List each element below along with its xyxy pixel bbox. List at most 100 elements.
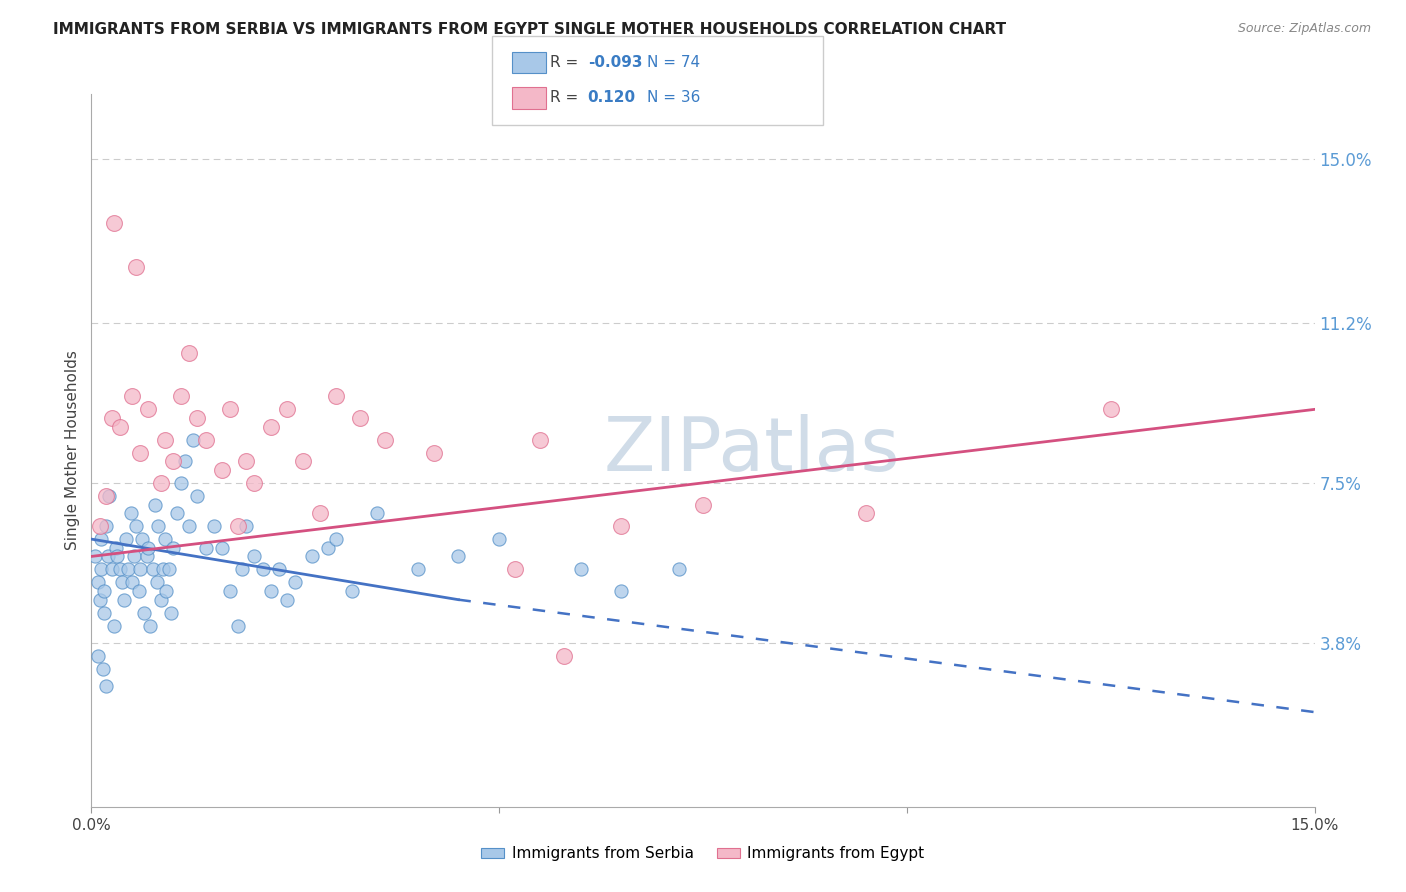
Point bbox=[174, 454, 197, 468]
Point bbox=[125, 519, 148, 533]
Point bbox=[101, 411, 124, 425]
Text: 0.120: 0.120 bbox=[588, 90, 636, 105]
Point bbox=[160, 606, 183, 620]
Point bbox=[122, 549, 145, 564]
Point bbox=[183, 433, 205, 447]
Point bbox=[569, 562, 592, 576]
Point bbox=[610, 519, 633, 533]
Point bbox=[194, 433, 217, 447]
Text: N = 74: N = 74 bbox=[647, 55, 700, 70]
Text: N = 36: N = 36 bbox=[647, 90, 700, 105]
Point bbox=[226, 519, 249, 533]
Point bbox=[276, 592, 298, 607]
Point bbox=[94, 519, 117, 533]
Point bbox=[93, 606, 115, 620]
Point bbox=[138, 541, 160, 555]
Point bbox=[202, 519, 225, 533]
Point bbox=[162, 541, 184, 555]
Point bbox=[97, 549, 120, 564]
Point bbox=[553, 648, 575, 663]
Point bbox=[129, 562, 152, 576]
Point bbox=[94, 489, 117, 503]
Point bbox=[153, 532, 176, 546]
Point bbox=[170, 475, 193, 490]
Point bbox=[194, 541, 217, 555]
Point bbox=[610, 584, 633, 599]
Point bbox=[103, 618, 125, 632]
Point bbox=[170, 389, 193, 403]
Point bbox=[529, 433, 551, 447]
Point bbox=[117, 562, 139, 576]
Point bbox=[366, 506, 388, 520]
Text: R =: R = bbox=[550, 90, 583, 105]
Point bbox=[143, 498, 166, 512]
Point bbox=[148, 519, 170, 533]
Point bbox=[325, 389, 347, 403]
Point bbox=[111, 575, 134, 590]
Point bbox=[135, 549, 157, 564]
Point bbox=[406, 562, 429, 576]
Y-axis label: Single Mother Households: Single Mother Households bbox=[65, 351, 80, 550]
Point bbox=[284, 575, 307, 590]
Point bbox=[91, 662, 114, 676]
Point bbox=[98, 489, 121, 503]
Point bbox=[243, 475, 266, 490]
Point bbox=[139, 618, 162, 632]
Point bbox=[89, 592, 111, 607]
Point bbox=[162, 454, 184, 468]
Point bbox=[89, 519, 111, 533]
Point bbox=[145, 575, 167, 590]
Point bbox=[226, 618, 249, 632]
Point bbox=[114, 532, 136, 546]
Point bbox=[252, 562, 274, 576]
Text: -0.093: -0.093 bbox=[588, 55, 643, 70]
Point bbox=[316, 541, 339, 555]
Point bbox=[267, 562, 290, 576]
Text: Source: ZipAtlas.com: Source: ZipAtlas.com bbox=[1237, 22, 1371, 36]
Point bbox=[488, 532, 510, 546]
Point bbox=[423, 445, 446, 459]
Point bbox=[153, 433, 176, 447]
Point bbox=[149, 592, 172, 607]
Point bbox=[149, 475, 172, 490]
Point bbox=[235, 454, 257, 468]
Point bbox=[243, 549, 266, 564]
Point bbox=[1099, 402, 1122, 417]
Text: IMMIGRANTS FROM SERBIA VS IMMIGRANTS FROM EGYPT SINGLE MOTHER HOUSEHOLDS CORRELA: IMMIGRANTS FROM SERBIA VS IMMIGRANTS FRO… bbox=[53, 22, 1007, 37]
Point bbox=[120, 506, 142, 520]
Point bbox=[128, 584, 150, 599]
Point bbox=[108, 562, 131, 576]
Point bbox=[260, 584, 283, 599]
Point bbox=[211, 541, 233, 555]
Point bbox=[292, 454, 315, 468]
Point bbox=[374, 433, 396, 447]
Point bbox=[101, 562, 124, 576]
Point bbox=[211, 463, 233, 477]
Point bbox=[129, 445, 152, 459]
Point bbox=[87, 648, 110, 663]
Point bbox=[125, 260, 148, 274]
Point bbox=[668, 562, 690, 576]
Point bbox=[155, 584, 177, 599]
Point bbox=[157, 562, 180, 576]
Point bbox=[94, 679, 117, 693]
Point bbox=[134, 606, 156, 620]
Point bbox=[166, 506, 188, 520]
Point bbox=[349, 411, 371, 425]
Point bbox=[84, 549, 107, 564]
Point bbox=[342, 584, 364, 599]
Point bbox=[308, 506, 330, 520]
Point bbox=[235, 519, 257, 533]
Point bbox=[131, 532, 153, 546]
Point bbox=[260, 419, 283, 434]
Point bbox=[138, 402, 160, 417]
Point bbox=[104, 541, 127, 555]
Point bbox=[108, 419, 131, 434]
Point bbox=[103, 216, 125, 230]
Point bbox=[90, 532, 112, 546]
Point bbox=[186, 489, 208, 503]
Point bbox=[855, 506, 877, 520]
Point bbox=[692, 498, 714, 512]
Point bbox=[231, 562, 253, 576]
Point bbox=[152, 562, 174, 576]
